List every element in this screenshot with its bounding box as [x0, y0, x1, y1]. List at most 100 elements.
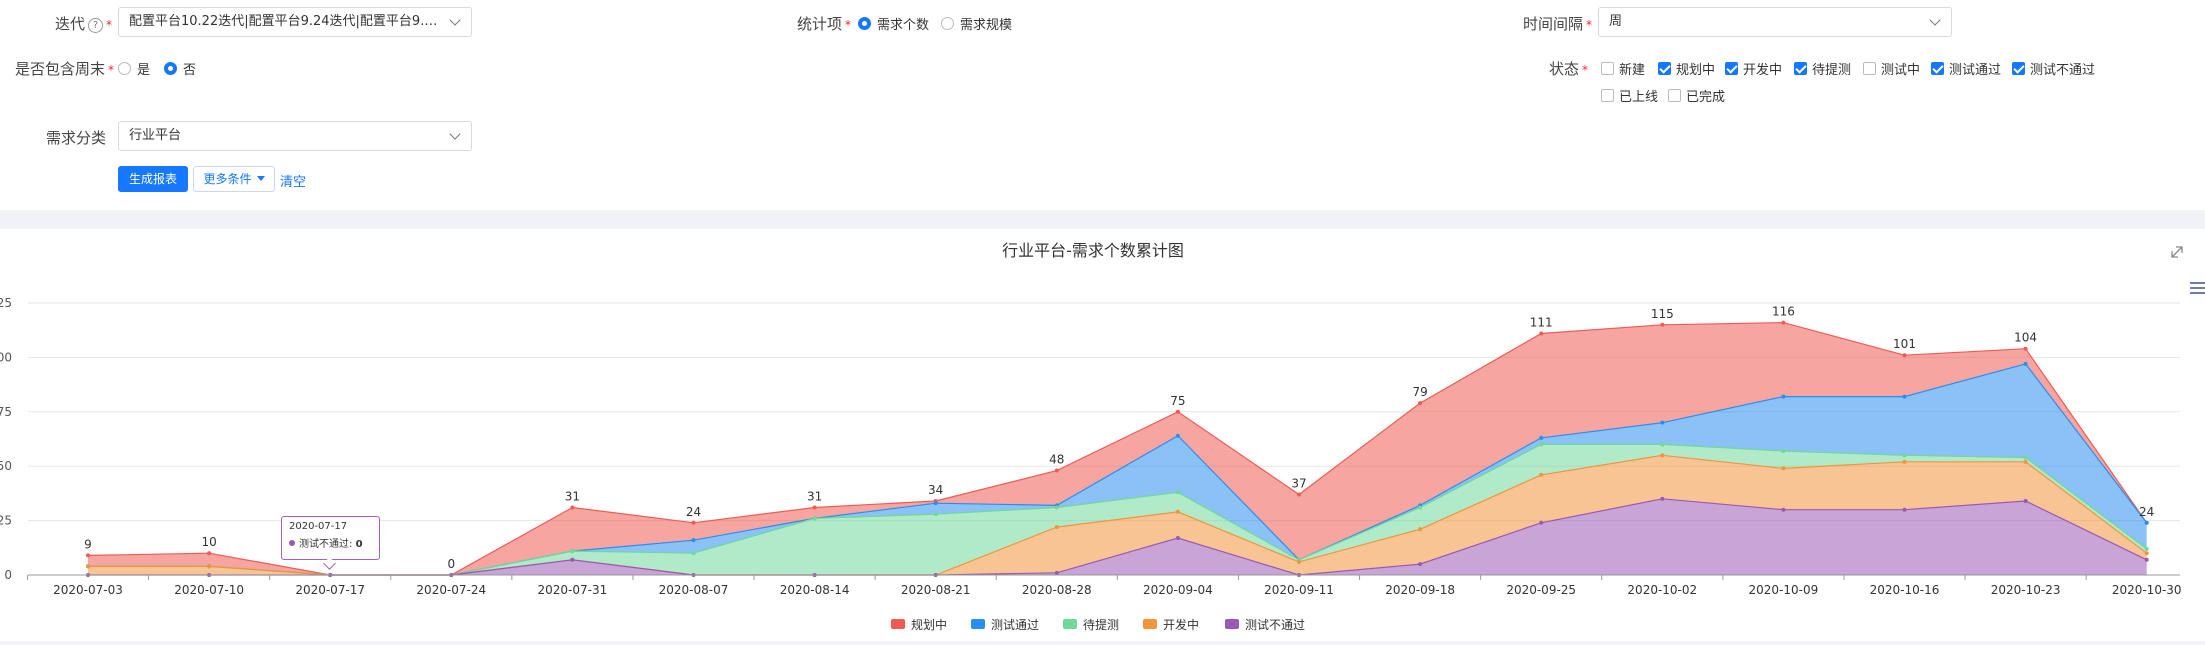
checkbox-checked-icon — [1725, 62, 1738, 75]
iteration-label: 迭代? * — [55, 13, 112, 34]
legend-label: 待提测 — [1083, 617, 1119, 632]
total-labels: 9 10 0 31 24 31 34 48 75 37 79 111 115 116 101 104 24 — [84, 305, 2154, 571]
more-conditions-label: 更多条件 — [203, 172, 252, 186]
x-tick-label: 2020-07-24 — [416, 583, 486, 597]
required-mark: * — [106, 18, 113, 32]
category-select[interactable]: 行业平台 — [118, 121, 472, 151]
checkbox-checked-icon — [1794, 62, 1807, 75]
total-label: 48 — [1049, 453, 1064, 467]
chart-title: 行业平台-需求个数累计图 — [1002, 241, 1184, 260]
x-tick-label: 2020-07-10 — [174, 583, 244, 597]
iteration-select[interactable]: 配置平台10.22迭代|配置平台9.24迭代|配置平台9.10迭代|... — [118, 7, 472, 37]
stat-item-label-text: 统计项 — [797, 15, 843, 33]
status-checkbox-new[interactable]: 新建 — [1601, 59, 1645, 78]
data-point — [570, 549, 575, 554]
legend-label: 规划中 — [911, 617, 947, 632]
total-label: 34 — [928, 483, 943, 497]
tooltip-series-dot — [289, 540, 295, 546]
required-mark: * — [1586, 18, 1593, 32]
status-checkbox-test-fail[interactable]: 测试不通过 — [2012, 59, 2095, 78]
data-point — [1539, 435, 1544, 440]
tooltip-date: 2020-07-17 — [289, 521, 348, 532]
data-point — [86, 553, 90, 558]
data-point — [2144, 520, 2149, 525]
x-tick-label: 2020-10-09 — [1749, 583, 1819, 597]
data-point — [86, 564, 90, 569]
weekend-radio-yes[interactable]: 是 — [118, 59, 150, 78]
data-point — [1175, 490, 1180, 495]
data-point — [570, 557, 575, 562]
interval-select[interactable]: 周 — [1598, 7, 1952, 37]
x-tick-label: 2020-09-25 — [1506, 583, 1576, 597]
checkbox-label: 测试中 — [1881, 63, 1921, 78]
x-tick-label: 2020-07-03 — [53, 583, 123, 597]
x-tick-label: 2020-08-14 — [780, 583, 850, 597]
stat-item-radio-count[interactable]: 需求个数 — [858, 14, 929, 33]
total-label: 116 — [1772, 305, 1795, 319]
data-point — [691, 520, 696, 525]
status-checkbox-test-pass[interactable]: 测试通过 — [1931, 59, 2001, 78]
generate-report-button[interactable]: 生成报表 — [118, 166, 188, 192]
status-checkbox-testing[interactable]: 测试中 — [1863, 59, 1920, 78]
weekend-radio-no[interactable]: 否 — [164, 59, 196, 78]
status-checkbox-online[interactable]: 已上线 — [1601, 86, 1658, 105]
weekend-label: 是否包含周末 * — [15, 58, 114, 79]
data-point — [691, 551, 696, 556]
clear-link[interactable]: 清空 — [280, 175, 307, 190]
help-icon[interactable]: ? — [88, 18, 104, 33]
data-point — [1539, 442, 1544, 447]
checkbox-label: 待提测 — [1812, 63, 1852, 78]
interval-label: 时间间隔 * — [1523, 13, 1592, 34]
caret-down-icon — [256, 176, 265, 181]
status-label: 状态 * — [1549, 58, 1588, 79]
data-point — [1297, 559, 1301, 564]
menu-icon[interactable] — [2190, 282, 2205, 294]
data-point — [2144, 551, 2149, 556]
chevron-down-icon — [449, 128, 461, 140]
data-point — [2144, 546, 2149, 551]
interval-select-value: 周 — [1609, 14, 1623, 29]
radio-unchecked-icon — [118, 62, 131, 75]
legend-swatch — [1225, 619, 1239, 629]
radio-label: 需求规模 — [960, 18, 1013, 33]
data-point — [1297, 492, 1301, 497]
data-point — [933, 501, 938, 506]
expand-icon[interactable] — [2171, 246, 2183, 258]
total-label: 115 — [1651, 307, 1674, 321]
total-label: 101 — [1893, 337, 1916, 351]
data-point — [2023, 459, 2028, 464]
data-point — [2023, 346, 2028, 351]
more-conditions-button[interactable]: 更多条件 — [193, 166, 275, 192]
radio-label: 否 — [183, 63, 197, 78]
data-point — [812, 505, 817, 510]
status-checkbox-done[interactable]: 已完成 — [1668, 86, 1725, 105]
data-point — [1418, 505, 1423, 510]
data-point — [570, 505, 575, 510]
total-label: 31 — [565, 490, 580, 504]
tooltip-series-name: 测试不通过 — [299, 539, 349, 550]
y-tick-label: 100 — [0, 350, 12, 364]
status-checkbox-developing[interactable]: 开发中 — [1725, 59, 1782, 78]
checkbox-label: 已上线 — [1619, 90, 1659, 105]
checkbox-unchecked-icon — [1668, 89, 1681, 102]
stat-item-radio-scale[interactable]: 需求规模 — [941, 14, 1012, 33]
data-point — [1054, 525, 1059, 530]
data-point — [1175, 409, 1180, 414]
x-tick-label: 2020-10-02 — [1627, 583, 1697, 597]
data-point — [1539, 520, 1544, 525]
data-point — [2023, 499, 2028, 504]
chevron-down-icon — [1929, 14, 1941, 26]
data-point — [1539, 331, 1544, 336]
legend-swatch — [971, 619, 985, 629]
status-checkbox-pending-test[interactable]: 待提测 — [1794, 59, 1851, 78]
y-tick-label: 0 — [4, 568, 12, 582]
data-point — [1418, 527, 1423, 532]
checkbox-unchecked-icon — [1601, 89, 1614, 102]
data-point — [1418, 562, 1423, 567]
data-point — [933, 512, 938, 517]
chart-tooltip: 2020-07-17 测试不通过: 0 — [281, 516, 380, 560]
x-tick-label: 2020-08-28 — [1022, 583, 1092, 597]
data-point — [1660, 420, 1665, 425]
total-label: 24 — [686, 505, 701, 519]
status-checkbox-planning[interactable]: 规划中 — [1658, 59, 1715, 78]
